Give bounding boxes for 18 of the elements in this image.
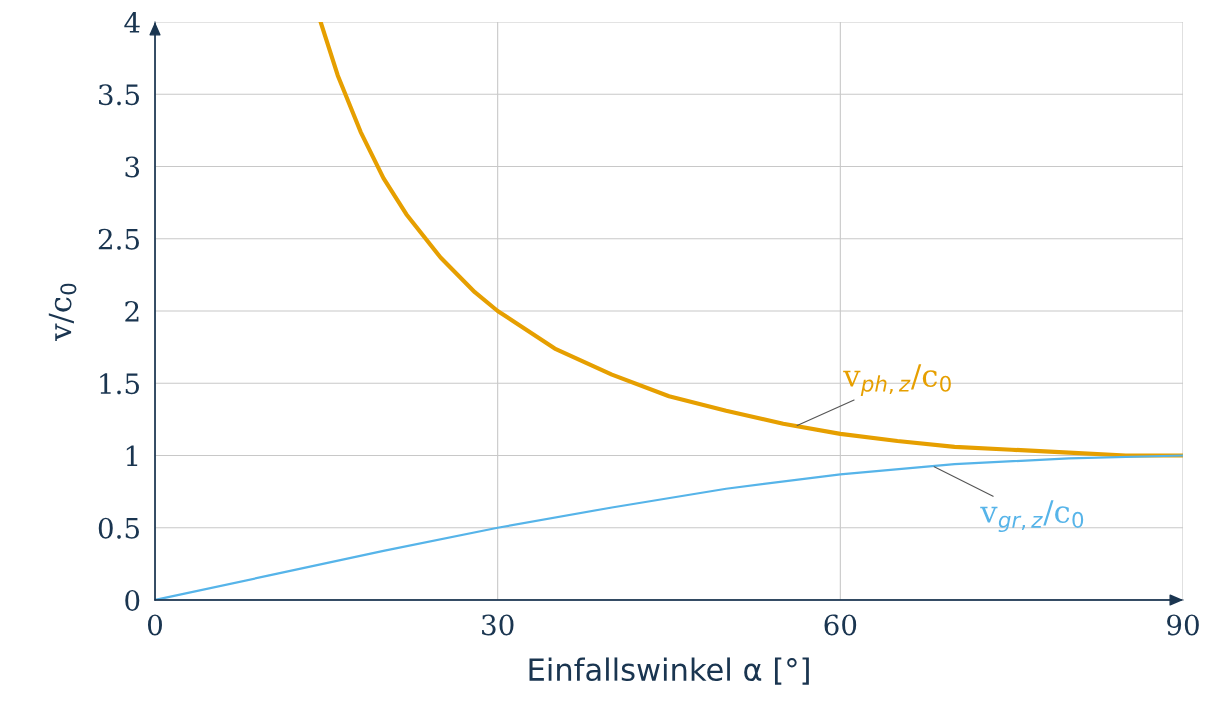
y-axis-title: v/c$_{0}$	[48, 283, 77, 341]
annotation: v$_{gr,z}$/c$_{0}$	[980, 500, 1084, 533]
y-tick-label: 3.5	[99, 84, 139, 106]
y-tick-label: 2.5	[98, 228, 139, 250]
annotation: v$_{ph,z}$/c$_{0}$	[843, 364, 951, 396]
y-tick-label: 0.5	[98, 517, 139, 539]
x-tick-label: 60	[824, 614, 857, 636]
x-axis-title: Einfallswinkel α [°]	[529, 657, 809, 685]
y-tick-label: 0	[125, 589, 140, 611]
y-tick-label: 3	[125, 156, 140, 178]
x-tick-label: 0	[147, 614, 162, 636]
y-tick-label: 1.5	[100, 373, 139, 395]
y-tick-label: 2	[125, 300, 139, 322]
line-series	[318, 22, 1183, 458]
x-tick-label: 90	[1167, 614, 1199, 636]
y-tick-label: 1	[126, 445, 138, 467]
y-tick-label: 4	[124, 11, 140, 33]
x-tick-label: 30	[482, 614, 514, 636]
